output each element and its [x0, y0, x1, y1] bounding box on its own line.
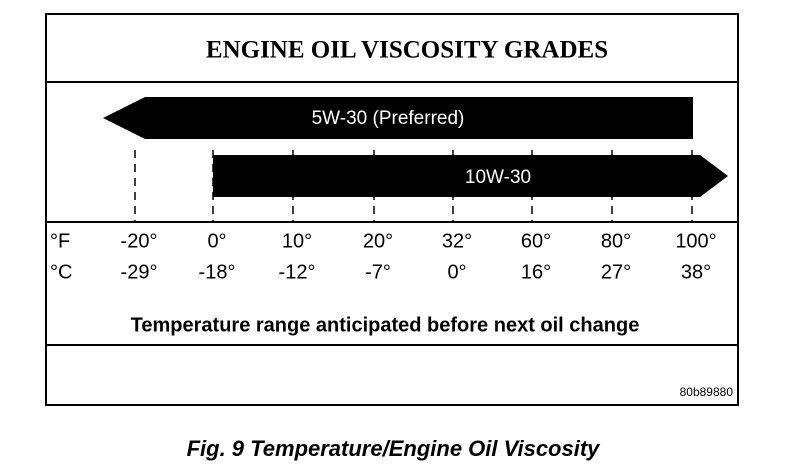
grade-label: 5W-30 (Preferred)	[312, 108, 465, 129]
figure-caption: Fig. 9 Temperature/Engine Oil Viscosity	[187, 436, 602, 461]
unit-label: °C	[50, 261, 72, 283]
fahrenheit-label: 60°	[521, 230, 551, 252]
celsius-label: 0°	[447, 261, 466, 283]
fahrenheit-label: 80°	[601, 230, 631, 252]
title: ENGINE OIL VISCOSITY GRADES	[206, 37, 608, 64]
fahrenheit-label: 10°	[282, 230, 312, 252]
arrow-5w30	[103, 97, 693, 139]
celsius-label: 38°	[681, 261, 711, 283]
grade-label: 10W-30	[465, 167, 531, 188]
fahrenheit-label: 20°	[363, 230, 393, 252]
celsius-label: -7°	[365, 261, 391, 283]
celsius-label: -29°	[121, 261, 158, 283]
arrow-10w30	[213, 155, 728, 197]
fahrenheit-label: 0°	[207, 230, 226, 252]
fahrenheit-label: 100°	[675, 230, 716, 252]
celsius-label: -12°	[279, 261, 316, 283]
range-caption: Temperature range anticipated before nex…	[131, 314, 640, 336]
celsius-label: 16°	[521, 261, 551, 283]
celsius-label: 27°	[601, 261, 631, 283]
fahrenheit-label: 32°	[442, 230, 472, 252]
fahrenheit-label: -20°	[121, 230, 158, 252]
celsius-label: -18°	[199, 261, 236, 283]
figure-code: 80b89880	[680, 385, 734, 399]
unit-label: °F	[50, 230, 70, 252]
frame	[45, 13, 739, 406]
temperature-scale: -20° 0° 10° 20° 32° 60° 80° 100° -29° -18° -12° -7°…	[121, 230, 717, 283]
